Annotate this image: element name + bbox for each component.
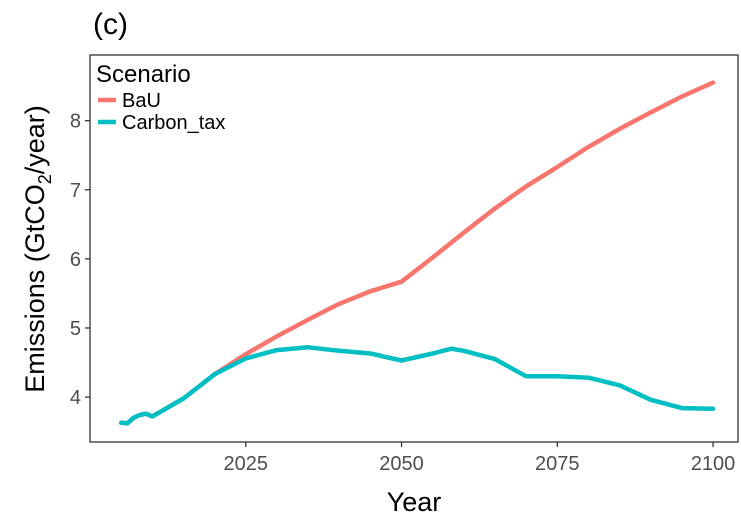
y-axis-title-subscript: 2 — [35, 174, 55, 184]
x-axis-title: Year — [387, 487, 442, 517]
y-axis-title-suffix: /year) — [20, 105, 50, 174]
y-tick-label: 6 — [70, 249, 81, 271]
series-line-carbon-tax — [118, 345, 716, 426]
x-tick-label: 2025 — [224, 453, 269, 475]
x-tick-label: 2075 — [535, 453, 580, 475]
y-axis-title: Emissions (GtCO2/year) — [20, 105, 55, 393]
legend-label-carbon-tax: Carbon_tax — [122, 112, 225, 134]
x-axis: 2025 2050 2075 2100 — [224, 442, 736, 475]
y-tick-label: 4 — [70, 387, 81, 409]
plot-panel — [89, 54, 739, 443]
legend-label-bau: BaU — [122, 90, 161, 112]
x-tick-label: 2050 — [379, 453, 424, 475]
y-axis-title-prefix: Emissions (GtCO — [20, 184, 50, 393]
panel-label: (c) — [93, 8, 128, 41]
y-tick-label: 5 — [70, 318, 81, 340]
y-axis: 4 5 6 7 8 — [70, 111, 90, 409]
legend-title: Scenario — [96, 61, 191, 88]
y-tick-label: 8 — [70, 111, 81, 133]
x-tick-label: 2100 — [691, 453, 736, 475]
series-layer — [118, 80, 716, 426]
legend: Scenario BaU Carbon_tax — [96, 61, 225, 134]
y-tick-label: 7 — [70, 180, 81, 202]
